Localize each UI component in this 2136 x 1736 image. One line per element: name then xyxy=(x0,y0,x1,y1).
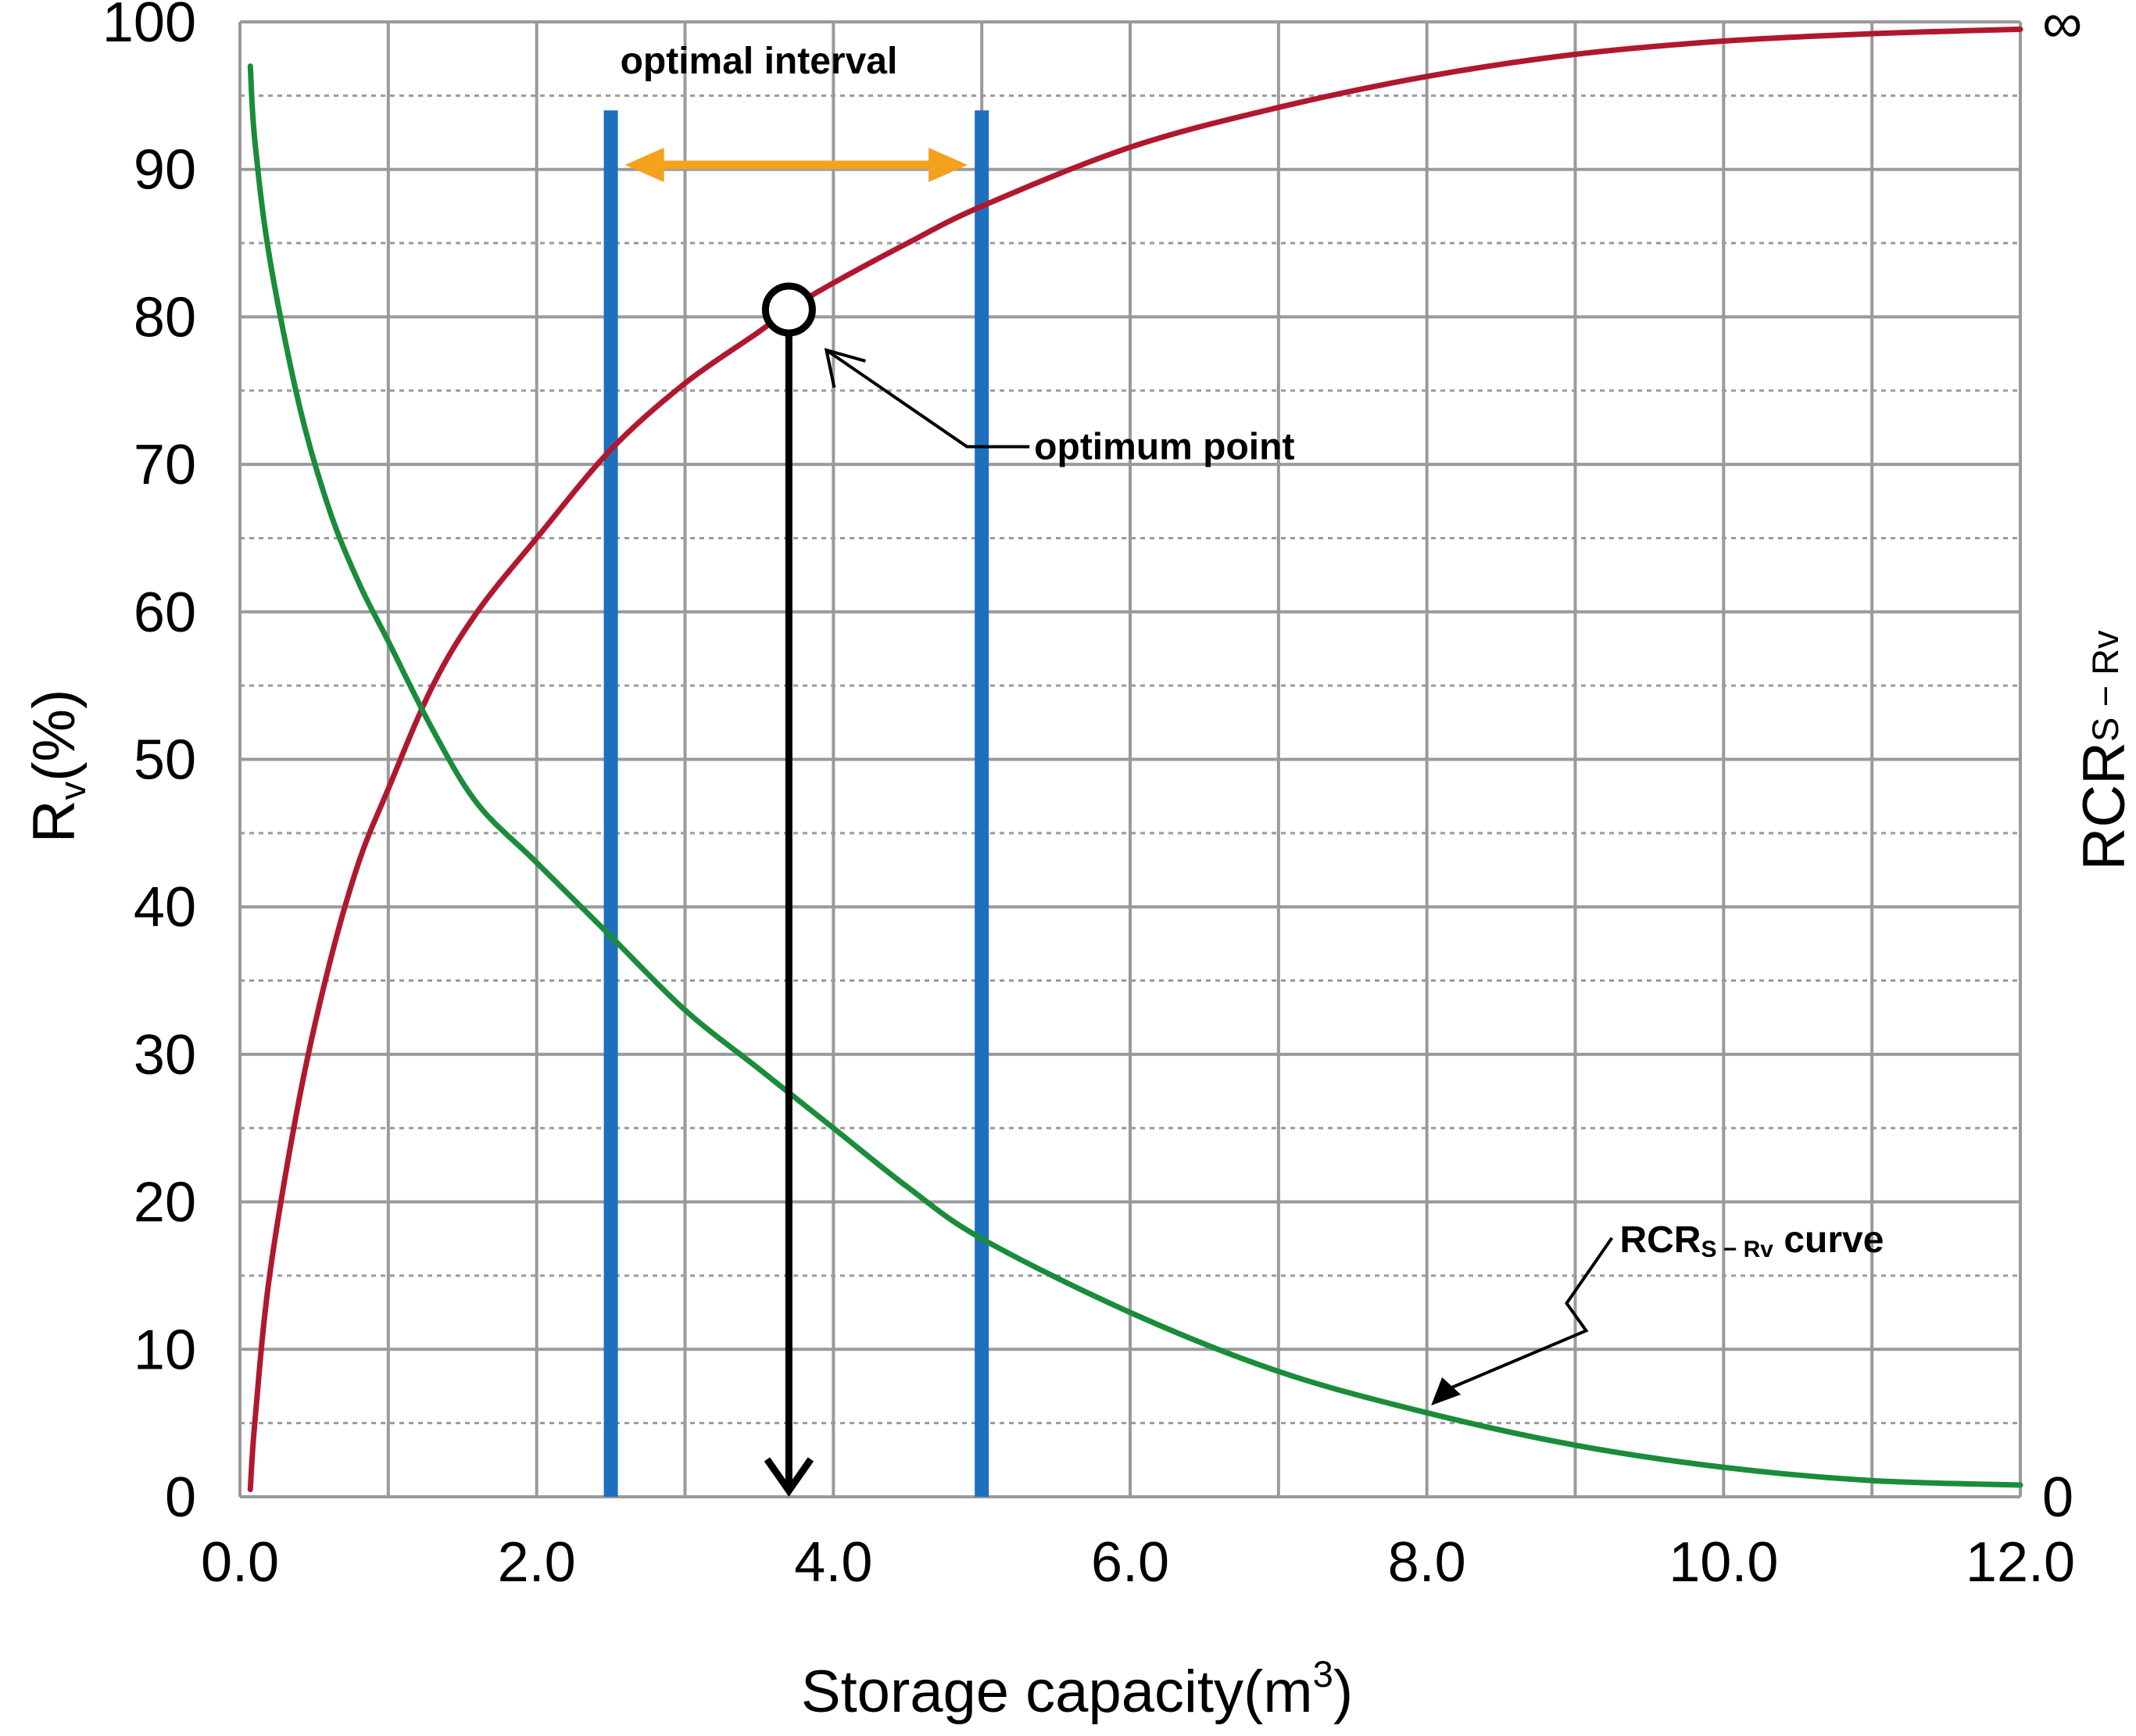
rcr-curve-leader xyxy=(1449,1237,1614,1390)
y-tick-label: 10 xyxy=(134,1319,196,1381)
y-tick-label: 60 xyxy=(134,582,196,644)
y-tick-label: 20 xyxy=(134,1172,196,1234)
optimal-interval-group: optimal interval xyxy=(603,41,989,1497)
x-tick-label: 2.0 xyxy=(498,1531,576,1594)
grid xyxy=(238,20,2022,1498)
right-tick-zero: 0 xyxy=(2042,1466,2073,1529)
x-tick-label: 8.0 xyxy=(1388,1531,1466,1594)
x-tick-label: 0.0 xyxy=(201,1531,279,1594)
x-tick-label: 10.0 xyxy=(1669,1531,1778,1594)
interval-arrow-head-left xyxy=(624,148,664,183)
rcr-curve-leader-head xyxy=(1431,1377,1462,1406)
x-tick-label: 12.0 xyxy=(1966,1531,2075,1594)
x-tick-label: 6.0 xyxy=(1091,1531,1169,1594)
optimum-point-label: optimum point xyxy=(1034,426,1294,467)
x-tick-label: 4.0 xyxy=(794,1531,872,1594)
interval-arrow-head-right xyxy=(928,148,968,183)
curves xyxy=(247,26,2023,1493)
y-tick-label: 90 xyxy=(134,139,196,202)
optimal-interval-label: optimal interval xyxy=(621,41,898,82)
y-tick-label: 50 xyxy=(134,729,196,792)
rv-curve xyxy=(247,26,2023,1493)
y-tick-label: 70 xyxy=(134,434,196,496)
y-tick-label: 0 xyxy=(165,1466,196,1529)
y-tick-label: 80 xyxy=(134,286,196,349)
tick-labels: 0.0 2.0 4.0 6.0 8.0 10.0 12.001020304050607080… xyxy=(102,0,2082,1594)
x-axis-label: Storage capacity(m3) xyxy=(801,1653,1353,1725)
annotations: optimum point RCRS − Rv curve xyxy=(761,282,1884,1497)
optimum-point-leader-head xyxy=(824,348,866,388)
optimum-drop-arrow-head xyxy=(764,1457,814,1497)
y-tick-label: 30 xyxy=(134,1024,196,1086)
optimum-point-marker xyxy=(761,282,816,337)
y-tick-label: 40 xyxy=(134,876,196,939)
optimum-point-leader xyxy=(825,349,1030,449)
right-tick-infinity: ∞ xyxy=(2042,0,2082,55)
y-tick-label: 100 xyxy=(102,0,196,54)
rcr-curve-label: RCRS − Rv curve xyxy=(1619,1219,1884,1262)
y-axis-label-right: RCRS − Rv xyxy=(2071,630,2136,871)
rcr-curve xyxy=(247,63,2023,1488)
y-axis-label-left: Rv(%) xyxy=(21,689,93,843)
